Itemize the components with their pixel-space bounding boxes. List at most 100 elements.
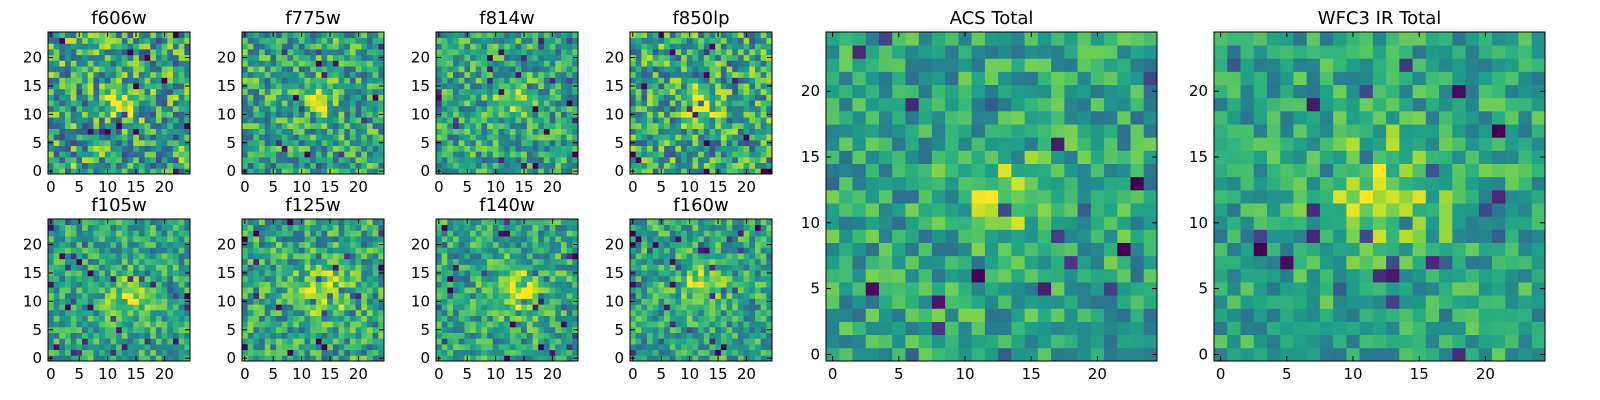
heatmap-cell: [338, 270, 345, 277]
heatmap-cell: [538, 77, 545, 84]
heatmap-cell: [287, 321, 294, 328]
heatmap-cell: [669, 43, 676, 50]
heatmap-cell: [53, 264, 60, 271]
heatmap-cell: [664, 83, 671, 90]
heatmap-cell: [133, 122, 140, 129]
heatmap-cell: [647, 134, 654, 141]
heatmap-cell: [726, 94, 733, 101]
heatmap-cell: [144, 304, 151, 311]
heatmap-cell: [338, 332, 345, 339]
heatmap-cell: [276, 156, 283, 164]
heatmap-cell: [293, 54, 300, 61]
heatmap-cell: [304, 253, 311, 260]
heatmap-cell: [372, 43, 379, 50]
heatmap-cell: [630, 275, 637, 282]
heatmap-cell: [470, 315, 477, 322]
heatmap-cell: [138, 230, 145, 237]
heatmap-cell: [453, 49, 460, 56]
heatmap-cell: [99, 66, 106, 73]
heatmap-cell: [99, 111, 106, 118]
heatmap-cell: [150, 219, 157, 226]
heatmap-cell: [543, 270, 550, 277]
heatmap-cell: [338, 247, 345, 254]
heatmap-cell: [549, 326, 556, 333]
heatmap-cell: [327, 230, 334, 237]
heatmap-cell: [447, 122, 454, 129]
heatmap-cell: [709, 49, 716, 56]
heatmap-cell: [270, 247, 277, 254]
heatmap-cell: [344, 349, 351, 356]
heatmap-cell: [70, 43, 77, 50]
heatmap-cell: [172, 168, 180, 175]
heatmap-cell: [281, 287, 288, 294]
heatmap-cell: [458, 105, 465, 112]
heatmap-cell: [372, 111, 379, 118]
heatmap-cell: [492, 134, 499, 141]
heatmap-cell: [332, 156, 339, 164]
heatmap-cell: [150, 134, 157, 141]
heatmap-cell: [161, 270, 168, 277]
heatmap-cell: [287, 304, 294, 311]
heatmap-cell: [172, 156, 180, 164]
heatmap-cell: [116, 71, 123, 78]
heatmap-cell: [53, 128, 60, 135]
heatmap-cell: [110, 122, 117, 129]
heatmap-cell: [247, 111, 254, 118]
heatmap-cell: [543, 83, 550, 90]
heatmap-cell: [521, 287, 528, 294]
heatmap-cell: [298, 37, 305, 44]
heatmap-cell: [281, 258, 288, 265]
heatmap-cell: [127, 332, 134, 339]
heatmap-cell: [259, 71, 266, 78]
heatmap-cell: [247, 298, 254, 305]
heatmap-cell: [652, 94, 659, 101]
heatmap-cell: [647, 43, 654, 50]
heatmap-cell: [572, 349, 579, 356]
heatmap-cell: [441, 270, 448, 277]
heatmap-cell: [664, 88, 671, 95]
heatmap-cell: [104, 105, 111, 112]
heatmap-cell: [669, 117, 676, 124]
heatmap-cell: [475, 332, 482, 339]
heatmap-cell: [372, 326, 379, 333]
heatmap-cell: [276, 111, 283, 118]
heatmap-cell: [321, 49, 328, 56]
heatmap-cell: [298, 338, 305, 345]
heatmap-cell: [338, 100, 345, 107]
heatmap-cell: [492, 105, 499, 112]
heatmap-cell: [167, 349, 174, 356]
y-tick-label: 0: [614, 162, 624, 180]
heatmap-cell: [498, 168, 505, 175]
heatmap-cell: [515, 270, 522, 277]
heatmap-cell: [366, 134, 374, 141]
heatmap-cell: [766, 343, 773, 351]
heatmap-cell: [53, 292, 60, 299]
heatmap-cell: [150, 128, 157, 135]
heatmap-cell: [453, 309, 460, 316]
heatmap-cell: [509, 77, 516, 84]
heatmap-cell: [749, 281, 756, 288]
heatmap-cell: [669, 151, 676, 158]
heatmap-cell: [167, 275, 174, 282]
heatmap-cell: [315, 77, 322, 84]
heatmap-cell: [184, 145, 191, 152]
heatmap-cell: [447, 54, 454, 61]
heatmap-cell: [361, 264, 368, 271]
heatmap-cell: [349, 60, 356, 67]
heatmap-cell: [675, 151, 682, 158]
heatmap-cell: [760, 128, 767, 135]
heatmap-cell: [298, 117, 305, 124]
heatmap-cell: [509, 37, 516, 44]
heatmap-cell: [436, 88, 443, 95]
heatmap-cell: [65, 156, 72, 164]
heatmap-cell: [116, 230, 123, 237]
heatmap-cell: [366, 151, 374, 158]
heatmap-cell: [378, 287, 385, 294]
heatmap-cell: [538, 66, 545, 73]
heatmap-cell: [167, 94, 174, 101]
heatmap-cell: [509, 71, 516, 78]
heatmap-cell: [332, 71, 339, 78]
heatmap-cell: [664, 162, 671, 169]
heatmap-cell: [293, 168, 300, 175]
heatmap-cell: [144, 309, 151, 316]
